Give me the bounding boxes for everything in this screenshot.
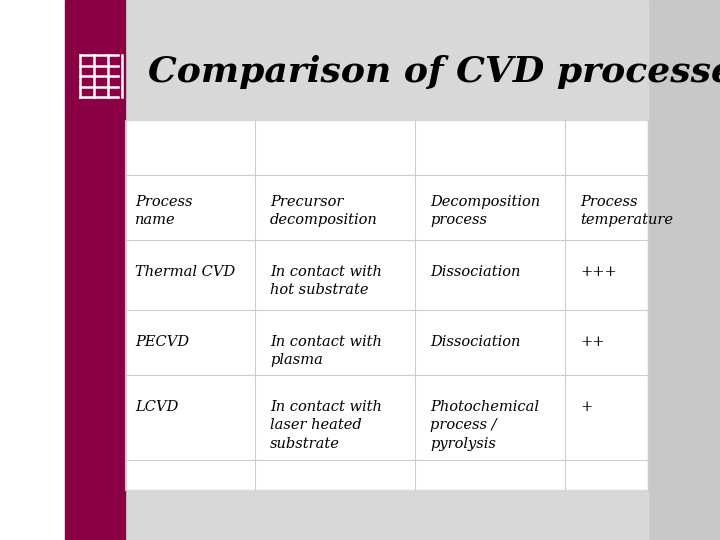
Text: Dissociation: Dissociation [430, 335, 521, 349]
Text: +: + [580, 400, 593, 414]
Bar [125, 490, 648, 540]
Text: Process
name: Process name [135, 195, 192, 227]
Text: Process
temperature: Process temperature [580, 195, 673, 227]
Text: Decomposition
process: Decomposition process [430, 195, 540, 227]
Text: Comparison of CVD processes.: Comparison of CVD processes. [148, 55, 720, 89]
Text: Dissociation: Dissociation [430, 265, 521, 279]
Bar [125, 0, 648, 120]
Text: Thermal CVD: Thermal CVD [135, 265, 235, 279]
Bar [65, 0, 125, 540]
Text: In contact with
laser heated
substrate: In contact with laser heated substrate [270, 400, 382, 451]
Text: Precursor
decomposition: Precursor decomposition [270, 195, 378, 227]
Text: In contact with
hot substrate: In contact with hot substrate [270, 265, 382, 298]
Text: +++: +++ [580, 265, 617, 279]
Text: PECVD: PECVD [135, 335, 189, 349]
Text: In contact with
plasma: In contact with plasma [270, 335, 382, 367]
Text: ++: ++ [580, 335, 605, 349]
Text: LCVD: LCVD [135, 400, 179, 414]
Bar [648, 0, 720, 540]
Text: Photochemical
process /
pyrolysis: Photochemical process / pyrolysis [430, 400, 539, 451]
